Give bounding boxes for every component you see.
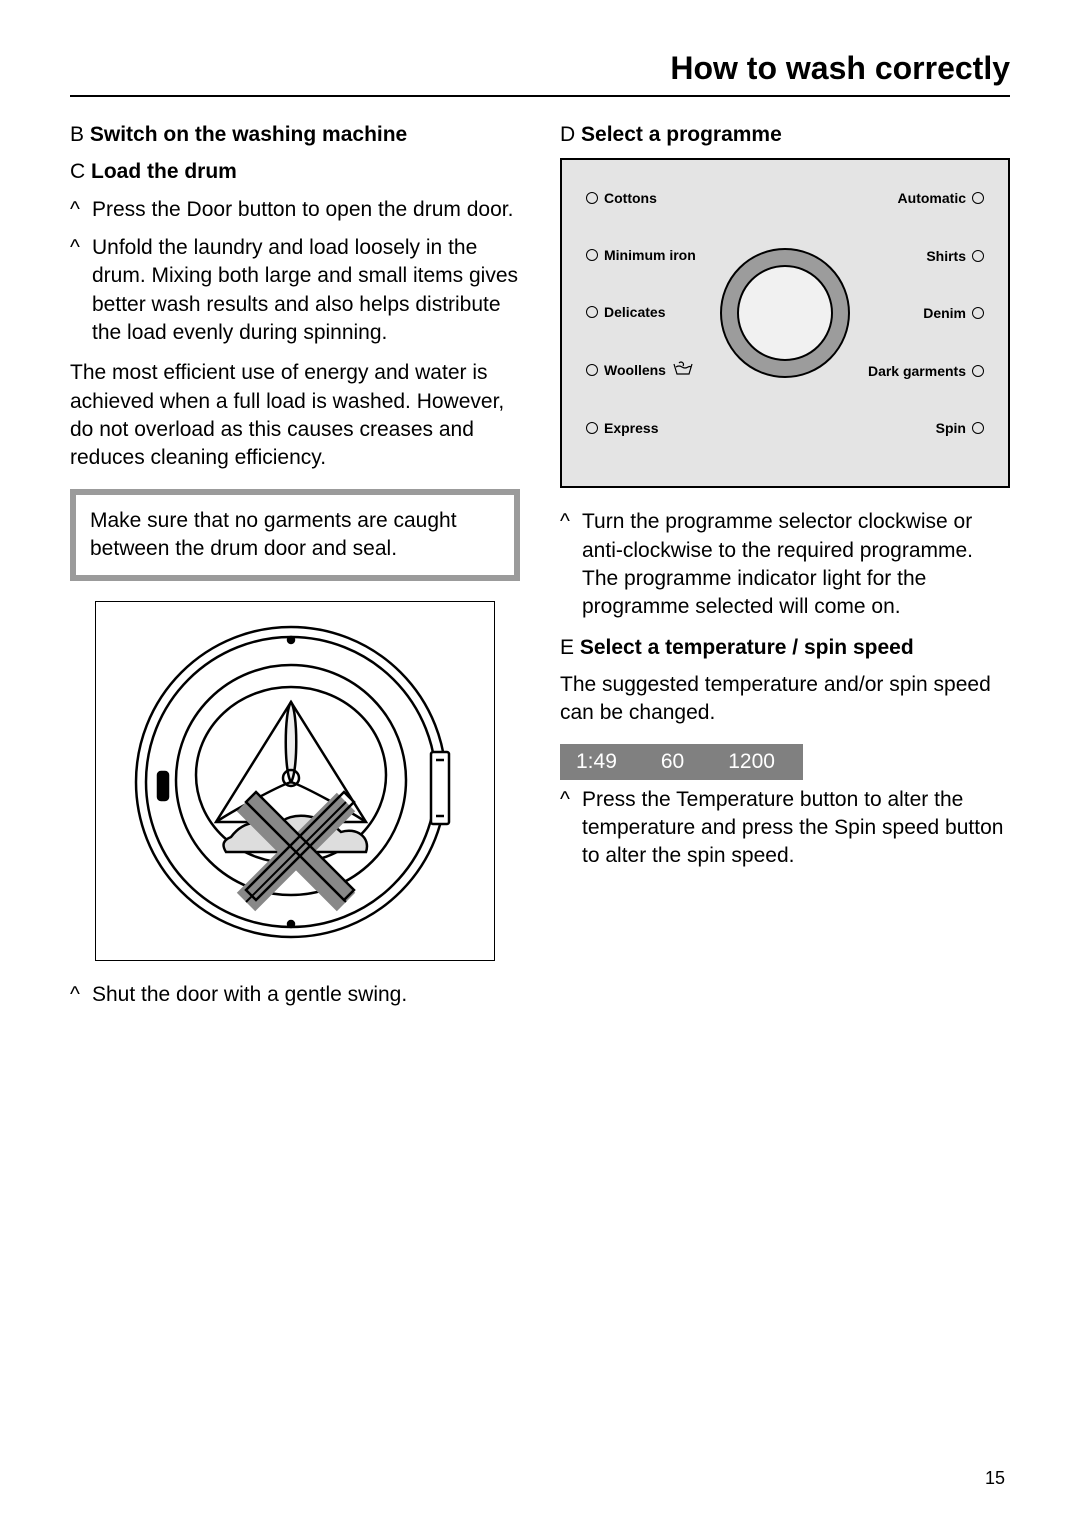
temp-intro-para: The suggested temperature and/or spin sp… (560, 671, 1010, 728)
programme-label: Minimum iron (604, 247, 696, 263)
display-spin-speed: 1200 (712, 750, 803, 774)
page-number: 15 (985, 1468, 1005, 1489)
drum-illustration (95, 601, 495, 961)
programme-label: Woollens (604, 362, 666, 378)
programme-woollens: Woollens (586, 361, 720, 380)
step-e-title: Select a temperature / spin speed (580, 636, 914, 659)
list-item: Turn the programme selector clockwise or… (560, 508, 1010, 621)
display-time: 1:49 (560, 750, 645, 774)
step-b-title: Switch on the washing machine (90, 123, 407, 146)
selector-dial (720, 190, 850, 436)
display-bar: 1:49 60 1200 (560, 744, 803, 780)
efficiency-paragraph: The most efficient use of energy and wat… (70, 359, 520, 472)
content-columns: B Switch on the washing machine C Load t… (70, 121, 1010, 1022)
indicator-icon (586, 249, 598, 261)
programme-label: Spin (936, 420, 966, 436)
programme-label: Denim (923, 305, 966, 321)
list-item: Press the Door button to open the drum d… (70, 196, 520, 224)
display-temperature: 60 (645, 750, 712, 774)
list-item: Unfold the laundry and load loosely in t… (70, 234, 520, 347)
step-c-letter: C (70, 160, 85, 183)
programme-automatic: Automatic (850, 190, 984, 206)
indicator-icon (972, 192, 984, 204)
indicator-icon (586, 306, 598, 318)
warning-callout: Make sure that no garments are caught be… (70, 489, 520, 582)
programme-delicates: Delicates (586, 304, 720, 320)
step-d-heading: D Select a programme (560, 121, 1010, 148)
programme-label: Express (604, 420, 658, 436)
step-b-heading: B Switch on the washing machine (70, 121, 520, 148)
shut-door-list: Shut the door with a gentle swing. (70, 981, 520, 1009)
indicator-icon (586, 364, 598, 376)
programme-denim: Denim (850, 305, 984, 321)
handwash-icon (672, 361, 694, 380)
programme-dark-garments: Dark garments (850, 363, 984, 379)
step-d-letter: D (560, 123, 575, 146)
right-column: D Select a programme Cottons Minimum iro… (560, 121, 1010, 1022)
programme-spin: Spin (850, 420, 984, 436)
indicator-icon (972, 422, 984, 434)
programmes-right-col: Automatic Shirts Denim Dark garments (850, 190, 984, 436)
programme-label: Cottons (604, 190, 657, 206)
step-b-letter: B (70, 123, 84, 146)
step-c-bullets: Press the Door button to open the drum d… (70, 196, 520, 348)
programme-selector-panel: Cottons Minimum iron Delicates Woollens (560, 158, 1010, 488)
selector-instruction-list: Turn the programme selector clockwise or… (560, 508, 1010, 621)
programme-shirts: Shirts (850, 248, 984, 264)
page-title: How to wash correctly (70, 50, 1010, 97)
step-d-title: Select a programme (581, 123, 782, 146)
programme-label: Automatic (898, 190, 966, 206)
programme-label: Dark garments (868, 363, 966, 379)
programme-express: Express (586, 420, 720, 436)
temp-instruction-list: Press the Temperature button to alter th… (560, 786, 1010, 871)
indicator-icon (972, 250, 984, 262)
step-c-heading: C Load the drum (70, 158, 520, 185)
programmes-left-col: Cottons Minimum iron Delicates Woollens (586, 190, 720, 436)
dial-ring-icon (720, 248, 850, 378)
step-e-heading: E Select a temperature / spin speed (560, 634, 1010, 661)
list-item: Press the Temperature button to alter th… (560, 786, 1010, 871)
programme-label: Shirts (926, 248, 966, 264)
step-c-title: Load the drum (91, 160, 237, 183)
indicator-icon (972, 365, 984, 377)
programme-cottons: Cottons (586, 190, 720, 206)
list-item: Shut the door with a gentle swing. (70, 981, 520, 1009)
indicator-icon (586, 192, 598, 204)
dial-face-icon (737, 265, 833, 361)
step-e-letter: E (560, 636, 574, 659)
programme-minimum-iron: Minimum iron (586, 247, 720, 263)
indicator-icon (586, 422, 598, 434)
programme-label: Delicates (604, 304, 665, 320)
left-column: B Switch on the washing machine C Load t… (70, 121, 520, 1022)
drum-svg-icon (96, 602, 496, 962)
indicator-icon (972, 307, 984, 319)
